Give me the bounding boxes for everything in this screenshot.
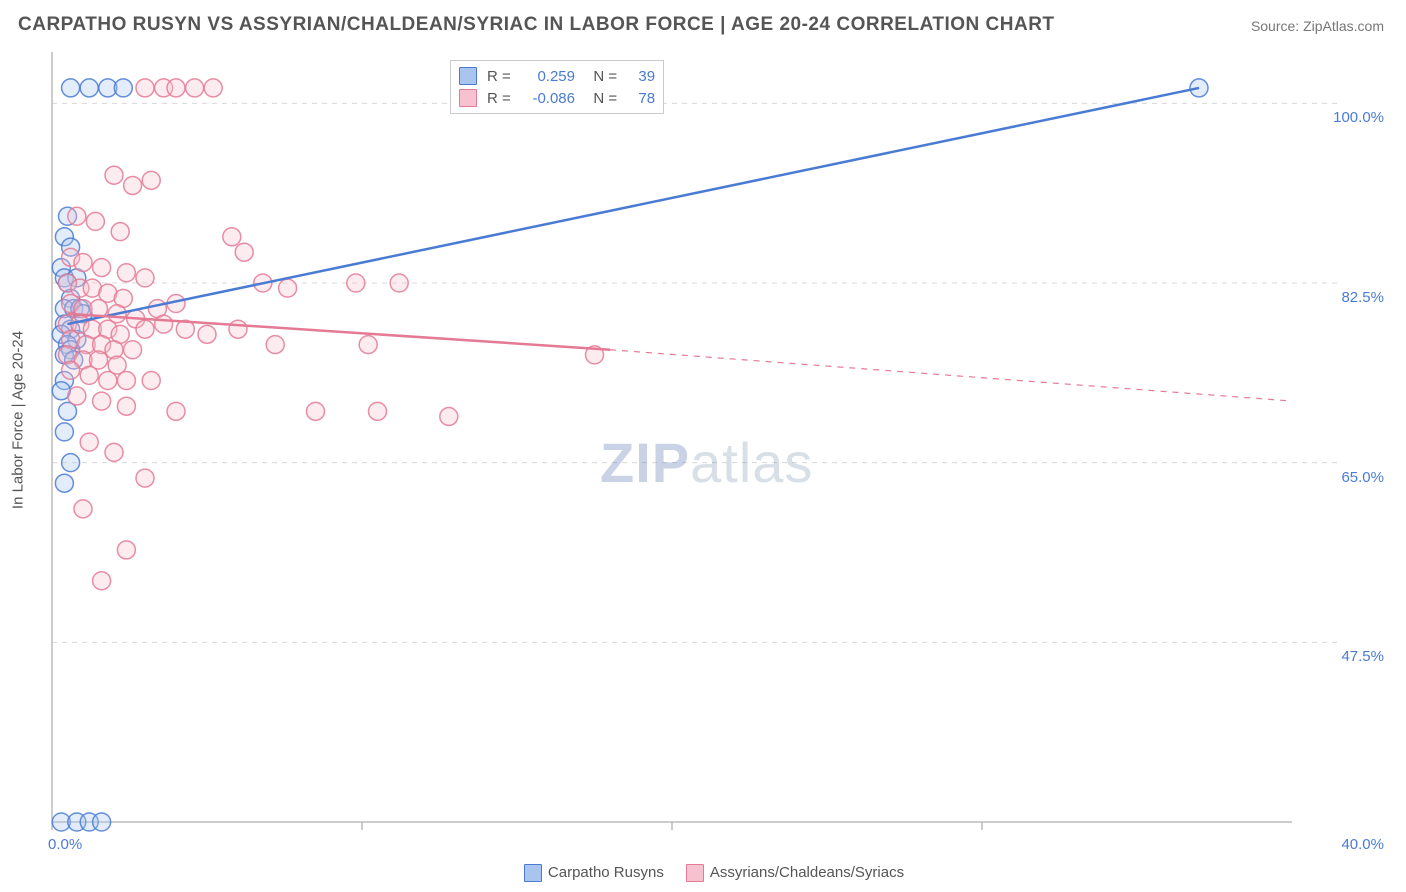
stat-r-value: 0.259	[525, 68, 575, 85]
correlation-chart	[0, 0, 1406, 892]
y-tick-label: 82.5%	[1341, 289, 1384, 306]
y-tick-label: 65.0%	[1341, 469, 1384, 486]
x-tick-label: 40.0%	[1341, 836, 1384, 853]
stat-n-value: 78	[627, 90, 655, 107]
stat-n-label: N =	[585, 68, 617, 85]
stat-n-label: N =	[585, 90, 617, 107]
stat-r-value: -0.086	[525, 90, 575, 107]
stats-legend: R = 0.259 N = 39 R = -0.086 N = 78	[450, 60, 664, 114]
series-legend: Carpatho Rusyns Assyrians/Chaldeans/Syria…	[0, 864, 1406, 882]
legend-swatch	[459, 89, 477, 107]
x-tick-label: 0.0%	[48, 836, 82, 853]
legend-swatch	[686, 864, 704, 882]
legend-label: Assyrians/Chaldeans/Syriacs	[710, 864, 904, 881]
stats-legend-row: R = -0.086 N = 78	[459, 87, 655, 109]
stat-n-value: 39	[627, 68, 655, 85]
legend-swatch	[524, 864, 542, 882]
y-tick-label: 100.0%	[1333, 109, 1384, 126]
y-tick-label: 47.5%	[1341, 648, 1384, 665]
stat-r-label: R =	[487, 90, 515, 107]
legend-label: Carpatho Rusyns	[548, 864, 664, 881]
legend-swatch	[459, 67, 477, 85]
stats-legend-row: R = 0.259 N = 39	[459, 65, 655, 87]
stat-r-label: R =	[487, 68, 515, 85]
